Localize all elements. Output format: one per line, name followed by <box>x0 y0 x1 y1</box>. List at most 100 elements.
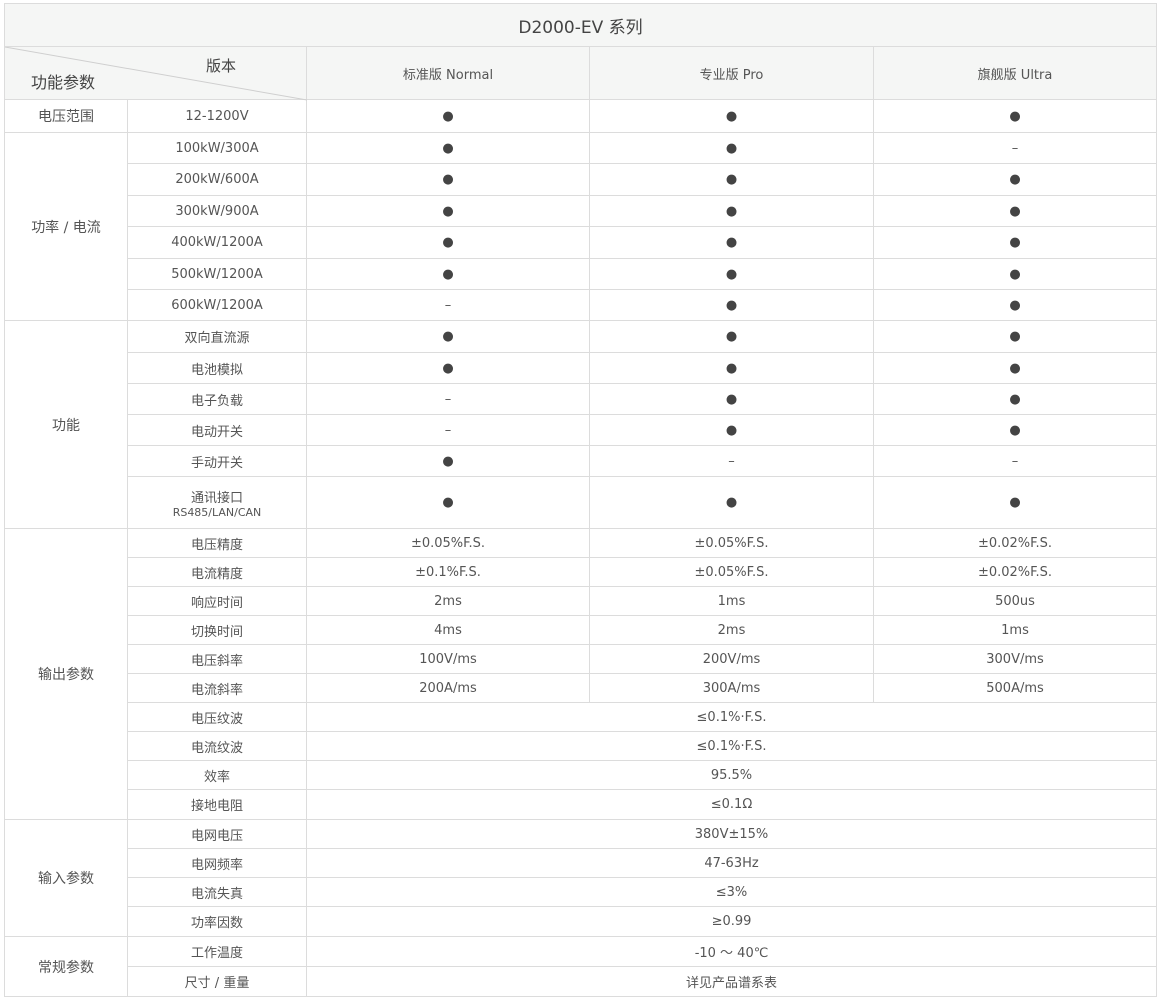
included-dot: ● <box>872 289 1158 321</box>
included-dot: ● <box>306 445 590 477</box>
param-name: 电网频率 <box>190 857 243 873</box>
value-all: ≤3% <box>305 877 1158 907</box>
table-title: D2000-EV 系列 <box>3 3 1158 47</box>
param-label: 电流精度 <box>127 557 307 587</box>
header-ultra: 旗舰版 Ultra <box>872 46 1158 100</box>
value-cell: 4ms <box>306 615 590 645</box>
table-row: 手动开关 ● – – <box>5 445 1158 477</box>
table-row: 效率 95.5% <box>5 760 1158 790</box>
included-dot: ● <box>306 320 590 353</box>
included-dot: ● <box>589 320 874 353</box>
table-row: 电压范围 12-1200V ● ● ● <box>4 99 1158 133</box>
header-corner: 版本 功能参数 <box>4 46 307 101</box>
param-name: 400kW/1200A <box>171 235 263 250</box>
value-cell: 300V/ms <box>872 644 1158 674</box>
included-dot: ● <box>306 163 590 196</box>
param-label: 电动开关 <box>127 414 307 446</box>
param-label: 电网电压 <box>127 819 307 849</box>
included-dot: ● <box>872 352 1158 384</box>
value-cell: ±0.02%F.S. <box>872 528 1158 558</box>
included-dot: ● <box>589 383 874 415</box>
table-row: 功能 双向直流源 ● ● ● <box>4 320 1158 529</box>
param-name: 电压纹波 <box>190 711 243 727</box>
header-function-label: 功能参数 <box>31 73 96 92</box>
value-all: 380V±15% <box>305 819 1158 849</box>
table-row: 电流纹波 ≤0.1%·F.S. <box>5 731 1158 761</box>
value-cell: 2ms <box>589 615 874 645</box>
param-name: 电流失真 <box>190 886 243 902</box>
included-dot: ● <box>306 476 590 529</box>
table-row: 500kW/1200A ● ● ● <box>5 258 1158 290</box>
included-dot: ● <box>589 226 874 259</box>
param-name: 手动开关 <box>190 455 243 471</box>
value-all: 95.5% <box>305 760 1158 790</box>
param-name: 600kW/1200A <box>171 297 263 313</box>
param-name: 电流斜率 <box>190 682 243 698</box>
param-label: 100kW/300A <box>127 132 307 164</box>
table-row: 电流精度 ±0.1%F.S. ±0.05%F.S. ±0.02%F.S. <box>5 557 1158 587</box>
param-label: 功率因数 <box>127 906 307 937</box>
param-name: 电池模拟 <box>190 362 243 378</box>
param-name: 电压精度 <box>190 537 243 553</box>
param-name: 200kW/600A <box>175 172 259 187</box>
spec-table: D2000-EV 系列 版本 功能参数 标准版 Normal 专业版 Pro 旗… <box>3 3 1158 997</box>
param-label: 电流纹波 <box>127 731 307 761</box>
included-dot: ● <box>589 289 874 321</box>
included-dot: ● <box>872 195 1158 227</box>
not-included-dash: – <box>872 445 1158 477</box>
not-included-dash: – <box>872 132 1158 164</box>
param-name: 电流精度 <box>190 566 243 582</box>
included-dot: ● <box>872 258 1158 290</box>
included-dot: ● <box>589 414 874 446</box>
param-name: 效率 <box>203 769 230 785</box>
value-all: ≤0.1Ω <box>305 789 1158 820</box>
param-label: 效率 <box>127 760 307 790</box>
param-label: 手动开关 <box>127 445 307 477</box>
param-name: 电子负载 <box>190 393 243 409</box>
table-row: 电流斜率 200A/ms 300A/ms 500A/ms <box>5 673 1158 703</box>
param-label: 500kW/1200A <box>127 258 307 290</box>
param-name: 接地电阻 <box>190 799 243 814</box>
param-label: 工作温度 <box>127 936 307 967</box>
value-all: -10 ～ 40℃ <box>305 936 1158 967</box>
included-dot: ● <box>306 99 590 133</box>
value-cell: ±0.05%F.S. <box>589 557 874 587</box>
value-cell: 300A/ms <box>589 673 874 703</box>
included-dot: ● <box>589 476 874 529</box>
table-row: 300kW/900A ● ● ● <box>5 195 1158 227</box>
included-dot: ● <box>589 132 874 164</box>
table-row: 切换时间 4ms 2ms 1ms <box>5 615 1158 645</box>
value-all: 详见产品谱系表 <box>305 966 1158 997</box>
param-label: 响应时间 <box>127 586 307 616</box>
table-row: 常规参数 工作温度 -10 ～ 40℃ <box>4 936 1158 997</box>
table-row: 400kW/1200A ● ● ● <box>5 226 1158 259</box>
param-label: 200kW/600A <box>127 163 307 196</box>
param-label: 300kW/900A <box>127 195 307 227</box>
param-label: 电压精度 <box>127 528 307 558</box>
included-dot: ● <box>306 132 590 164</box>
table-row: 200kW/600A ● ● ● <box>5 163 1158 196</box>
table-row: 通讯接口 RS485/LAN/CAN ● ● ● <box>5 476 1158 529</box>
param-name: 通讯接口 <box>190 490 243 506</box>
included-dot: ● <box>306 258 590 290</box>
included-dot: ● <box>589 99 874 133</box>
param-name: 电压斜率 <box>190 653 243 669</box>
diagonal-divider <box>5 47 307 101</box>
table-row: 电子负载 – ● ● <box>5 383 1158 415</box>
header-pro: 专业版 Pro <box>589 46 874 100</box>
group-label: 输入参数 <box>4 819 128 937</box>
param-label: 电压纹波 <box>127 702 307 732</box>
value-cell: 200A/ms <box>306 673 590 703</box>
param-name: 100kW/300A <box>175 140 259 156</box>
table-row: 600kW/1200A – ● ● <box>5 289 1158 321</box>
table-row: 功率因数 ≥0.99 <box>5 906 1158 937</box>
group-label: 输出参数 <box>4 528 128 820</box>
included-dot: ● <box>872 320 1158 353</box>
param-name: 工作温度 <box>190 946 243 961</box>
param-name: 功率因数 <box>190 916 243 931</box>
value-cell: 100V/ms <box>306 644 590 674</box>
value-all: ≤0.1%·F.S. <box>305 731 1158 761</box>
table-row: 输出参数 电压精度 ±0.05%F.S. ±0.05%F.S. ±0.02%F.S. <box>4 528 1158 820</box>
param-name: 双向直流源 <box>184 331 250 346</box>
param-label: 切换时间 <box>127 615 307 645</box>
